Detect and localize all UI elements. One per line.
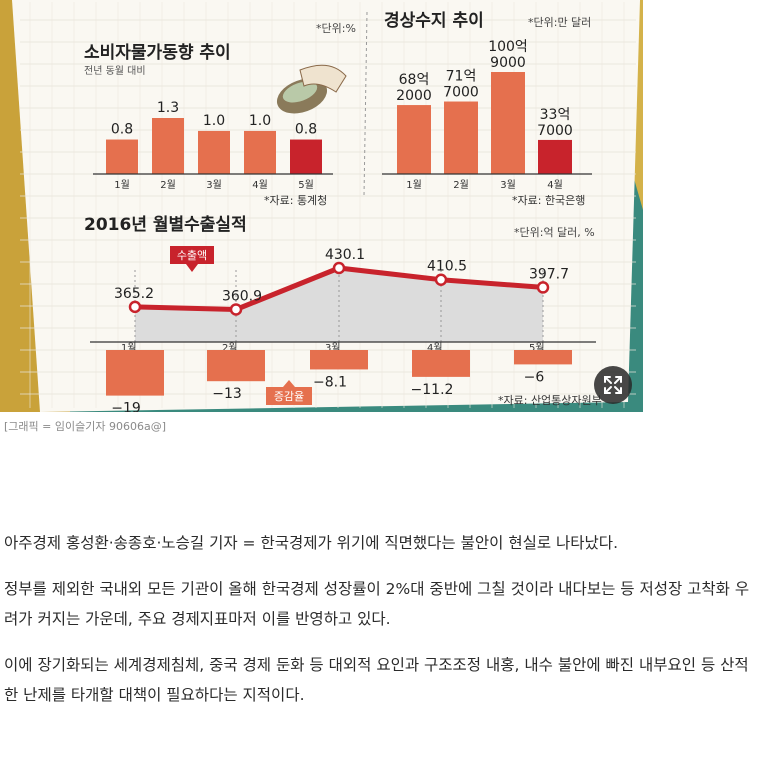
- cpi-value-label: 0.8: [295, 122, 317, 138]
- ca-tick-label: 3월: [500, 179, 516, 191]
- article-paragraph: 정부를 제외한 국내외 모든 기관이 올해 한국경제 성장률이 2%대 중반에 …: [4, 580, 750, 628]
- growth-bar: [207, 350, 265, 382]
- growth-value-label: −13: [212, 386, 242, 402]
- cpi-unit: *단위:%: [316, 22, 356, 35]
- cpi-bar: [152, 118, 184, 174]
- ca-value-label: 9000: [490, 55, 526, 71]
- exports-value-label: 410.5: [427, 259, 467, 275]
- series-tag-box: [170, 246, 214, 264]
- wallet-illustration: [276, 64, 347, 114]
- cpi-subtitle: 전년 동월 대비: [84, 65, 146, 77]
- article-paragraph: 이에 장기화되는 세계경제침체, 중국 경제 둔화 등 대외적 요인과 구조조정…: [4, 656, 749, 704]
- series-tag-label: 수출액: [177, 249, 207, 262]
- ca-unit: *단위:만 달러: [528, 16, 591, 29]
- article-paragraph: 아주경제 홍성환·송종호·노승길 기자 = 한국경제가 위기에 직면했다는 불안…: [4, 534, 618, 552]
- exports-point: [128, 300, 142, 314]
- growth-value-label: −6: [524, 369, 545, 385]
- series-tag-pointer: [186, 264, 198, 272]
- cpi-tick-label: 4월: [252, 179, 268, 191]
- series-tag-box: [266, 387, 312, 405]
- exports-source: *자료: 산업통상자원부: [498, 394, 602, 407]
- growth-value-label: −8.1: [313, 374, 347, 390]
- ca-bar: [397, 105, 431, 174]
- ca-bar: [444, 101, 478, 174]
- ca-source: *자료: 한국은행: [512, 194, 585, 207]
- ca-value-label: 68억: [399, 72, 430, 88]
- exports-point: [229, 303, 243, 316]
- expand-icon: [604, 376, 622, 394]
- cpi-source: *자료: 통계청: [264, 194, 327, 207]
- series-tag-pointer: [283, 380, 295, 387]
- cpi-value-label: 1.0: [249, 113, 271, 129]
- exports-unit: *단위:억 달러, %: [514, 226, 595, 239]
- ca-value-label: 71억: [446, 69, 477, 85]
- growth-value-label: −11.2: [411, 382, 454, 398]
- ca-value-label: 7000: [443, 85, 479, 101]
- series-tag-exports: 수출액: [170, 246, 214, 272]
- article-body: 아주경제 홍성환·송종호·노승길 기자 = 한국경제가 위기에 직면했다는 불안…: [4, 528, 760, 726]
- exports-point: [332, 261, 346, 275]
- cpi-bar: [290, 139, 322, 174]
- infographic: *단위:% 소비자물가동향 추이 전년 동월 대비 0.8 1월 1.3 2월 1.0 3…: [0, 0, 643, 412]
- chart-divider: [363, 11, 368, 197]
- ca-tick-label: 4월: [547, 179, 563, 191]
- exports-value-label: 360.9: [222, 288, 262, 304]
- exports-point: [434, 273, 448, 286]
- growth-bar: [514, 350, 572, 365]
- ca-tick-label: 2월: [453, 179, 469, 191]
- cpi-bar: [106, 139, 138, 174]
- ca-bar: [491, 72, 525, 174]
- ca-value-label: 2000: [396, 88, 432, 104]
- series-tag-growth: 증감율: [266, 380, 312, 405]
- cpi-value-label: 0.8: [111, 122, 133, 138]
- cpi-bar: [198, 130, 230, 174]
- ca-value-label: 7000: [537, 123, 573, 139]
- ca-bar: [538, 139, 572, 174]
- ca-title: 경상수지 추이: [384, 11, 484, 31]
- series-tag-label: 증감율: [274, 390, 304, 403]
- expand-image-button[interactable]: [594, 366, 632, 404]
- cpi-chart: *단위:% 소비자물가동향 추이 전년 동월 대비 0.8 1월 1.3 2월 1.0 3…: [84, 22, 356, 207]
- cpi-tick-label: 3월: [206, 179, 222, 191]
- exports-point: [536, 281, 550, 294]
- ca-value-label: 100억: [488, 39, 528, 55]
- exports-value-label: 365.2: [114, 286, 154, 302]
- infographic-canvas: *단위:% 소비자물가동향 추이 전년 동월 대비 0.8 1월 1.3 2월 1.0 3…: [0, 0, 643, 412]
- cpi-tick-label: 1월: [114, 179, 130, 191]
- ca-tick-label: 1월: [406, 179, 422, 191]
- cpi-bar: [244, 130, 276, 174]
- exports-chart: 2016년 월별수출실적 *단위:억 달러, % 1월 2월 3월 4월 5월−19−1…: [84, 215, 602, 412]
- growth-value-label: −19: [111, 401, 141, 412]
- ca-value-label: 33억: [540, 107, 571, 123]
- exports-title: 2016년 월별수출실적: [84, 215, 247, 235]
- current-account-chart: 경상수지 추이 *단위:만 달러 68억20001월71억70002월100억9…: [363, 11, 592, 207]
- cpi-title: 소비자물가동향 추이: [84, 42, 231, 63]
- cpi-tick-label: 5월: [298, 179, 314, 191]
- cpi-value-label: 1.0: [203, 113, 225, 129]
- growth-bar: [106, 350, 164, 396]
- growth-bar: [310, 350, 368, 370]
- image-caption: [그래픽 = 임이슬기자 90606a@]: [4, 420, 166, 433]
- growth-bar: [412, 350, 470, 377]
- exports-value-label: 430.1: [325, 247, 365, 263]
- exports-value-label: 397.7: [529, 266, 569, 282]
- cpi-value-label: 1.3: [157, 100, 179, 116]
- cpi-tick-label: 2월: [160, 179, 176, 191]
